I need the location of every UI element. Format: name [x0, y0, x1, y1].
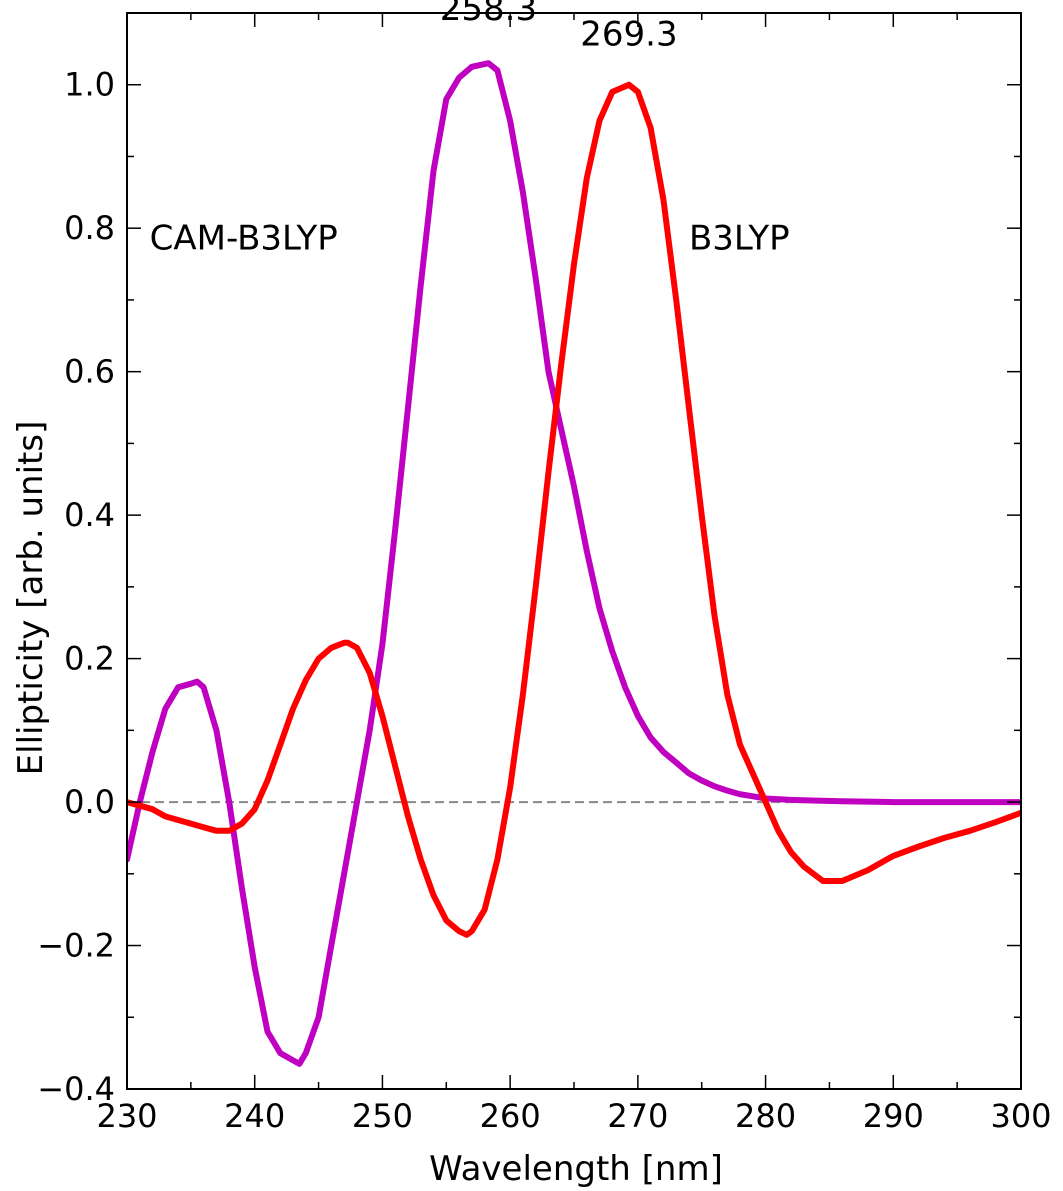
tick-labels: 230 240 250 260 270 280 290 300 −0.4 −0.2 0.0 0.2 0.…	[37, 66, 1051, 1135]
x-tick-label: 250	[352, 1097, 413, 1135]
series-line-b3lyp	[127, 81, 1021, 938]
x-tick-label: 280	[735, 1097, 796, 1135]
axis-ticks	[126, 12, 1022, 1090]
x-axis-label: Wavelength [nm]	[429, 1149, 723, 1189]
x-tick-label: 230	[96, 1097, 157, 1135]
y-tick-label: 0.8	[64, 209, 115, 247]
plot-frame	[126, 12, 1022, 1090]
x-tick-label: 290	[863, 1097, 924, 1135]
y-tick-label: −0.4	[37, 1070, 115, 1108]
x-tick-label: 260	[480, 1097, 541, 1135]
y-tick-label: −0.2	[37, 927, 115, 965]
y-tick-label: 0.4	[64, 496, 115, 534]
y-axis-label: Ellipticity [arb. units]	[11, 421, 51, 776]
annotation-label: 258.3	[440, 0, 537, 29]
annotation-label: B3LYP	[689, 219, 790, 259]
y-tick-label: 0.6	[64, 353, 115, 391]
x-tick-label: 300	[990, 1097, 1051, 1135]
x-tick-label: 240	[224, 1097, 285, 1135]
y-tick-label: 0.0	[64, 783, 115, 821]
annotation-label: 269.3	[580, 14, 677, 54]
annotations: 258.3 269.3 CAM-B3LYP B3LYP	[150, 0, 790, 259]
x-tick-label: 270	[607, 1097, 668, 1135]
y-tick-label: 0.2	[64, 640, 115, 678]
annotation-label: CAM-B3LYP	[150, 219, 338, 259]
plot-area	[126, 12, 1022, 1090]
series-line-cam-b3lyp	[127, 60, 1021, 1067]
y-tick-label: 1.0	[64, 66, 115, 104]
